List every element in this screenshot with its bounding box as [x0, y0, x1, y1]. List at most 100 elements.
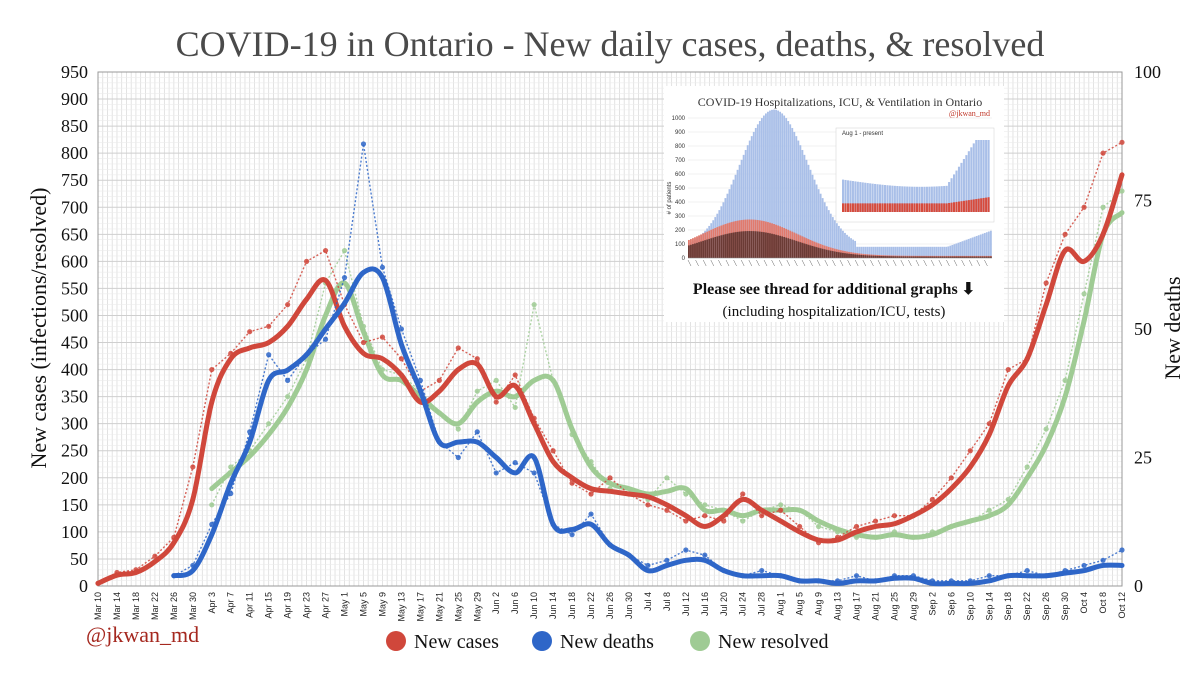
inset-vent-bar: [973, 256, 976, 258]
inset-vent-bar: [748, 231, 751, 258]
inset-hosp-bar: [904, 246, 907, 258]
new-resolved-daily-point: [986, 507, 992, 513]
inset-vent-bar: [769, 233, 771, 258]
inset-vent-bar: [890, 256, 893, 258]
inset-x-tick: [870, 259, 874, 267]
inset-hosp-bar: [963, 240, 966, 258]
inset-hosp-bar: [886, 246, 889, 258]
inset-y-tick: 800: [675, 144, 686, 150]
left-y-tick: 850: [61, 116, 88, 136]
new-deaths-daily-point: [702, 552, 708, 558]
inset-vent-bar: [712, 237, 715, 258]
inset-sub-hosp-bar: [923, 186, 926, 212]
inset-x-tick: [756, 259, 760, 267]
inset-hosp-bar: [825, 206, 828, 258]
x-tick-label: Sep 18: [1003, 592, 1013, 621]
inset-hosp-bar: [870, 246, 873, 258]
inset-vent-bar: [821, 248, 824, 258]
inset-hosp-bar: [977, 235, 980, 258]
right-y-axis-label: New deaths: [1160, 276, 1185, 379]
inset-vent-bar: [876, 255, 879, 258]
inset-sub-icu-bar: [879, 203, 882, 212]
inset-hosp-bar: [771, 109, 773, 259]
inset-y-tick: 500: [675, 186, 686, 192]
inset-vent-bar: [688, 245, 690, 258]
inset-x-tick: [938, 259, 943, 267]
x-tick-label: Oct 8: [1098, 592, 1108, 614]
inset-vent-bar: [882, 256, 885, 258]
new-resolved-daily-point: [1062, 377, 1068, 383]
inset-sub-icu-bar: [943, 203, 946, 212]
inset-x-tick: [923, 259, 927, 267]
inset-hosp-bar: [975, 235, 978, 258]
x-tick-label: Aug 17: [852, 592, 862, 621]
new-deaths-daily-point: [569, 532, 575, 538]
inset-sub-icu-bar: [916, 203, 919, 212]
inset-sub-hosp-bar: [893, 185, 896, 212]
inset-sub-icu-bar: [930, 203, 933, 212]
new-cases-daily-point: [379, 334, 386, 340]
x-tick-label: Mar 30: [188, 592, 198, 620]
inset-sub-hosp-bar: [896, 186, 899, 212]
inset-vent-bar: [728, 233, 731, 258]
left-y-tick: 950: [61, 62, 88, 82]
left-y-tick: 900: [61, 89, 88, 109]
inset-sub-hosp-bar: [928, 186, 931, 212]
inset-sub-icu-bar: [901, 203, 904, 212]
inset-vent-bar: [807, 244, 810, 258]
inset-hosp-bar: [955, 243, 958, 258]
inset-hosp-bar: [805, 159, 808, 258]
inset-hosp-bar: [821, 198, 824, 258]
inset-hosp-bar: [827, 210, 830, 258]
inset-sub-hosp-bar: [950, 178, 953, 212]
new-cases-daily-point: [702, 513, 708, 519]
inset-sub-icu-bar: [948, 203, 951, 212]
inset-sub-icu-bar: [970, 199, 973, 212]
inset-vent-bar: [888, 256, 891, 258]
inset-vent-bar: [694, 243, 696, 258]
inset-hosp-bar: [900, 246, 903, 258]
inset-sub-icu-bar: [965, 200, 968, 212]
x-tick-label: Jun 18: [567, 592, 577, 619]
new-cases-daily-point: [569, 480, 575, 486]
x-tick-label: Oct 4: [1079, 592, 1089, 614]
inset-vent-bar: [939, 256, 942, 258]
inset-sub-hosp-bar: [888, 185, 891, 212]
inset-sub-hosp-bar: [866, 183, 869, 212]
inset-sub-icu-bar: [891, 203, 894, 212]
inset-sub-icu-bar: [871, 203, 874, 212]
inset-x-tick: [824, 259, 829, 267]
x-tick-label: May 5: [358, 592, 368, 617]
inset-x-tick: [702, 259, 707, 267]
x-tick-label: Jun 10: [529, 592, 539, 619]
new-cases-daily-point: [550, 448, 556, 454]
inset-sub-icu-bar: [913, 203, 916, 212]
inset-handle: @jkwan_md: [949, 109, 990, 118]
inset-vent-bar: [827, 250, 830, 258]
inset-hosp-bar: [959, 241, 962, 258]
inset-hosp-bar: [987, 231, 990, 258]
inset-sub-hosp-bar: [891, 185, 894, 212]
inset-hosp-bar: [917, 246, 919, 258]
inset-vent-bar: [969, 256, 972, 258]
inset-hosp-bar: [898, 246, 901, 258]
inset-vent-bar: [801, 242, 804, 258]
right-y-axis: 0 25 50 75 100: [1134, 62, 1161, 596]
left-y-tick: 500: [61, 305, 88, 325]
inset-vent-bar: [773, 234, 775, 258]
inset-vent-bar: [738, 231, 741, 258]
legend-marker: [386, 631, 406, 651]
x-tick-label: Jun 2: [491, 592, 501, 614]
left-y-tick: 650: [61, 224, 88, 244]
inset-hosp-bar: [910, 246, 913, 258]
inset-sub-icu-bar: [846, 203, 850, 212]
inset-hosp-bar: [758, 121, 761, 258]
inset-vent-bar: [698, 242, 700, 258]
inset-vent-bar: [765, 232, 767, 258]
x-tick-label: Mar 14: [112, 592, 122, 620]
x-tick-label: Aug 13: [833, 592, 843, 621]
inset-hosp-bar: [947, 246, 950, 258]
inset-hosp-bar: [742, 154, 745, 258]
new-cases-daily-point: [266, 323, 272, 329]
inset-hosp-bar: [912, 246, 915, 258]
